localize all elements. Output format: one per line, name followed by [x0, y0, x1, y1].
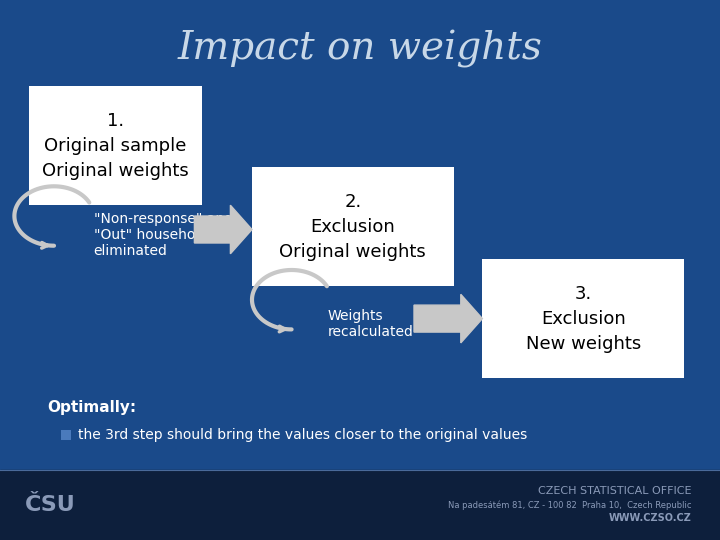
Text: WWW.CZSO.CZ: WWW.CZSO.CZ — [608, 514, 691, 523]
Text: 3.
Exclusion
New weights: 3. Exclusion New weights — [526, 285, 641, 353]
FancyBboxPatch shape — [482, 259, 684, 378]
FancyArrow shape — [194, 205, 252, 254]
Text: Weights
recalculated: Weights recalculated — [328, 309, 413, 339]
Text: ČSU: ČSU — [25, 495, 76, 515]
FancyBboxPatch shape — [252, 167, 454, 286]
Text: Optimally:: Optimally: — [47, 400, 136, 415]
Text: the 3rd step should bring the values closer to the original values: the 3rd step should bring the values clo… — [78, 428, 527, 442]
Text: "Non-response" and
"Out" households
eliminated: "Non-response" and "Out" households elim… — [94, 212, 233, 258]
Text: CZECH STATISTICAL OFFICE: CZECH STATISTICAL OFFICE — [538, 487, 691, 496]
FancyBboxPatch shape — [29, 86, 202, 205]
FancyArrow shape — [414, 294, 482, 343]
Bar — [61, 430, 71, 440]
Bar — [0, 470, 720, 540]
Text: Na padesátém 81, CZ - 100 82  Praha 10,  Czech Republic: Na padesátém 81, CZ - 100 82 Praha 10, C… — [448, 500, 691, 510]
Text: 2.
Exclusion
Original weights: 2. Exclusion Original weights — [279, 193, 426, 261]
Text: Impact on weights: Impact on weights — [178, 30, 542, 68]
Text: 1.
Original sample
Original weights: 1. Original sample Original weights — [42, 112, 189, 180]
